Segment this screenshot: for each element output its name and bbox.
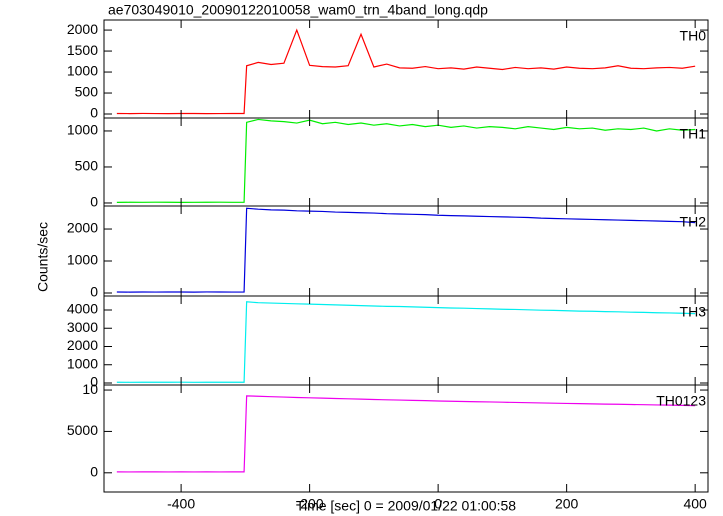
panel-frame	[103, 19, 709, 119]
data-line	[116, 395, 696, 473]
y-tick-label: 2000	[67, 21, 98, 37]
data-line	[116, 28, 696, 115]
y-tick-label: 0	[90, 464, 98, 480]
y-tick-label: 1000	[67, 252, 98, 268]
x-axis-label: Time [sec] 0 = 2009/01/22 01:00:58	[296, 498, 516, 514]
y-tick-label: 5000	[67, 422, 98, 438]
x-tick-label: 200	[555, 496, 579, 512]
y-tick-label: 10	[82, 381, 98, 397]
y-tick-label: 1000	[67, 122, 98, 138]
panel-frame	[103, 384, 709, 493]
y-tick-label: 0	[90, 194, 98, 210]
y-tick-label: 4000	[67, 301, 98, 317]
y-tick-label: 0	[90, 105, 98, 121]
y-tick-label: 500	[75, 84, 99, 100]
x-tick-label: 400	[683, 496, 707, 512]
x-tick-label: 0	[434, 496, 442, 512]
y-tick-label: 1500	[67, 42, 98, 58]
y-tick-label: 1000	[67, 355, 98, 371]
panel-frame	[103, 295, 709, 386]
data-line	[116, 118, 696, 204]
y-tick-label: 500	[75, 158, 99, 174]
y-tick-label: 3000	[67, 319, 98, 335]
y-tick-label: 0	[90, 374, 98, 390]
panel-label: TH0123	[656, 393, 706, 409]
y-tick-label: 0	[90, 284, 98, 300]
data-line	[116, 207, 696, 293]
panel-label: TH1	[680, 126, 707, 142]
panel-label: TH0	[680, 28, 707, 44]
x-tick-label: -400	[167, 496, 195, 512]
y-tick-label: 2000	[67, 337, 98, 353]
y-axis-label: Counts/sec	[35, 222, 51, 292]
y-tick-label: 1000	[67, 63, 98, 79]
panel-frame	[103, 117, 709, 207]
x-tick-label: -200	[296, 496, 324, 512]
data-line	[116, 301, 696, 383]
panel-label: TH2	[680, 214, 707, 230]
y-tick-label: 2000	[67, 220, 98, 236]
panel-label: TH3	[680, 304, 707, 320]
chart-title: ae703049010_20090122010058_wam0_trn_4ban…	[108, 2, 488, 18]
